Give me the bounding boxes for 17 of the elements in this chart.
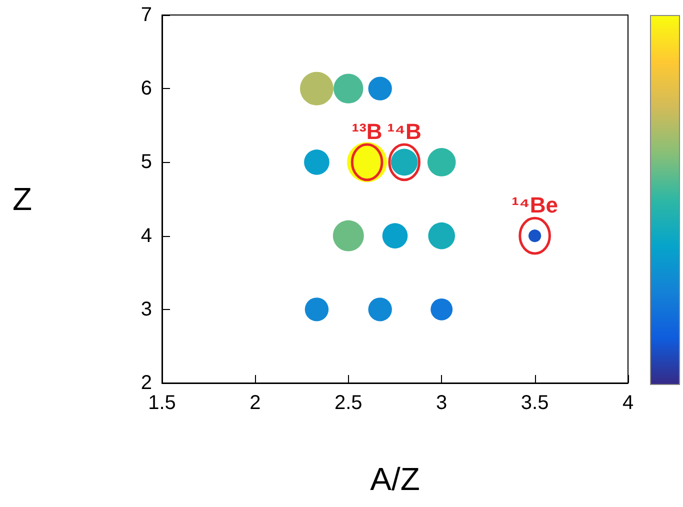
y-tick-label: 4 [140, 224, 152, 247]
x-tick-label: 3.5 [520, 392, 549, 414]
x-tick-label: 2 [250, 392, 261, 414]
y-axis-title: Z [12, 181, 32, 217]
y-tick-label: 2 [140, 372, 152, 394]
x-tick-label: 1.5 [148, 392, 176, 414]
x-tick-label: 4 [622, 392, 634, 414]
annotation: ¹³B [352, 119, 382, 144]
x-axis-title: A/Z [370, 461, 420, 497]
annotation: ¹⁴Be [512, 192, 558, 218]
x-tick-label: 2.5 [334, 392, 362, 414]
annotation: ¹⁴B [387, 119, 422, 144]
y-tick-label: 3 [140, 298, 152, 320]
x-tick-label: 3 [436, 392, 448, 414]
y-tick-label: 6 [140, 78, 152, 100]
y-tick-label: 5 [140, 151, 152, 174]
y-tick-label: 7 [140, 4, 152, 26]
